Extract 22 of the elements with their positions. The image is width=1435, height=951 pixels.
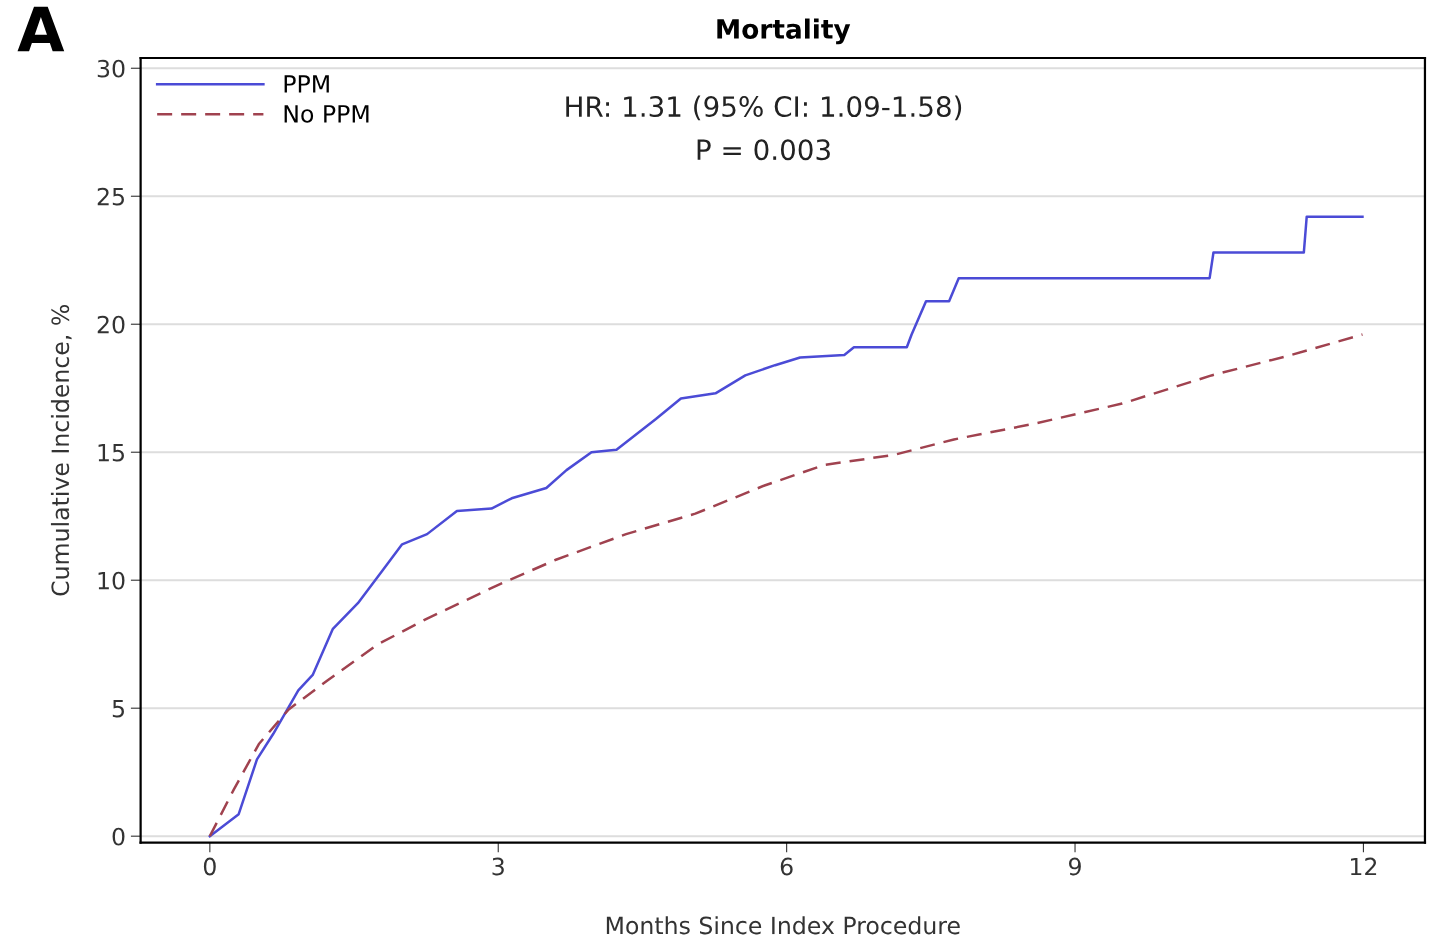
x-tick-label: 12 <box>1351 857 1377 876</box>
x-tick-label: 6 <box>780 857 793 876</box>
y-axis-title: Cumulative Incidence, % <box>50 305 72 596</box>
line-series <box>208 215 1364 838</box>
text: A <box>17 6 65 52</box>
x-tick-label: 9 <box>1069 857 1081 876</box>
y-tick-label: 15 <box>98 443 124 462</box>
annotation: HR: 1.31 (95% CI: 1.09-1.58) <box>566 95 962 121</box>
y-tick-label: 30 <box>97 59 125 78</box>
y-tick-label: 20 <box>97 315 125 334</box>
chart-title: Mortality <box>717 18 851 45</box>
y-tick-label: 10 <box>98 571 125 590</box>
legend-label: PPM <box>284 75 329 93</box>
y-tick-label: 5 <box>112 699 124 718</box>
annotation: P = 0.003 <box>697 139 830 161</box>
line-series <box>208 333 1364 838</box>
x-axis-title: Months Since Index Procedure <box>606 916 960 935</box>
y-tick-label: 0 <box>112 827 125 846</box>
legend-label: No PPM <box>284 105 369 123</box>
y-tick-label: 25 <box>97 187 124 206</box>
x-tick-label: 0 <box>203 857 216 876</box>
x-tick-label: 3 <box>492 857 504 876</box>
